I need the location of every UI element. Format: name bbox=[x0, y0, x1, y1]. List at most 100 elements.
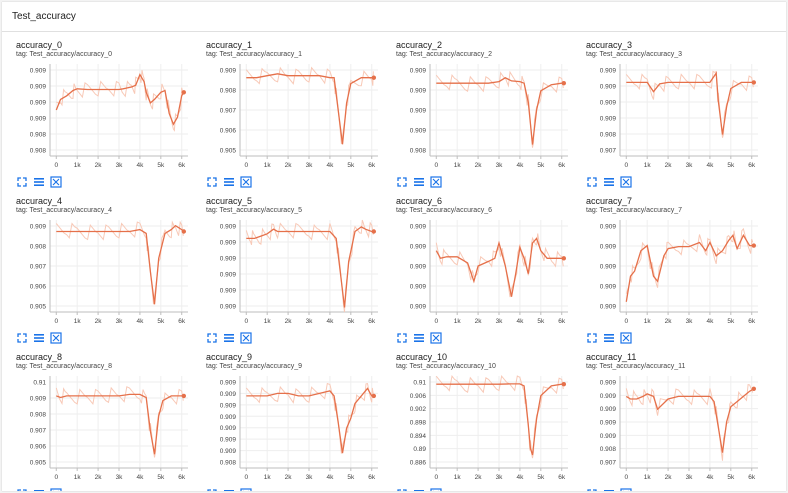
log-scale-icon[interactable] bbox=[33, 176, 45, 188]
chart-tag: tag: Test_accuracy/accuracy_3 bbox=[586, 51, 682, 58]
chart-plot[interactable]: 0.909 0.909 0.909 0.909 0.908 0.908 0 1k 2k 3k 4k 5… bbox=[16, 60, 196, 175]
y-tick-label: 0.909 bbox=[410, 304, 427, 311]
fit-domain-icon[interactable] bbox=[620, 176, 632, 188]
bar-glyph bbox=[34, 184, 44, 186]
chart-card-7: accuracy_7 tag: Test_accuracy/accuracy_7 0… bbox=[586, 196, 766, 356]
y-tick-label: 0.909 bbox=[600, 116, 617, 123]
section-header[interactable]: Test_accuracy bbox=[2, 2, 786, 32]
fullscreen-icon[interactable] bbox=[206, 176, 218, 188]
fit-domain-icon[interactable] bbox=[50, 332, 62, 344]
x-tick-label: 4k bbox=[516, 162, 524, 169]
log-scale-icon[interactable] bbox=[603, 176, 615, 188]
frame-glyph bbox=[50, 488, 62, 491]
fit-domain-icon[interactable] bbox=[50, 488, 62, 491]
x-tick-label: 6k bbox=[748, 474, 756, 481]
y-tick-label: 0.906 bbox=[410, 393, 427, 400]
fit-domain-icon[interactable] bbox=[240, 176, 252, 188]
y-tick-label: 0.908 bbox=[30, 244, 47, 251]
chart-plot[interactable]: 0.909 0.908 0.907 0.906 0.905 0 1k 2k 3k 4k 5k 6k bbox=[16, 216, 196, 331]
fit-domain-icon[interactable] bbox=[240, 488, 252, 491]
y-tick-label: 0.908 bbox=[410, 148, 427, 155]
fit-domain-icon[interactable] bbox=[620, 488, 632, 491]
chart-tag: tag: Test_accuracy/accuracy_11 bbox=[586, 363, 686, 370]
bar-glyph bbox=[414, 181, 424, 183]
log-scale-icon[interactable] bbox=[603, 332, 615, 344]
log-scale-icon[interactable] bbox=[223, 332, 235, 344]
y-tick-label: 0.908 bbox=[600, 132, 617, 139]
fit-domain-icon[interactable] bbox=[620, 332, 632, 344]
fullscreen-icon[interactable] bbox=[16, 332, 28, 344]
chart-plot[interactable]: 0.909 0.909 0.909 0.909 0.909 0.908 0.907 0 1k 2k… bbox=[586, 372, 766, 487]
x-tick-label: 6k bbox=[368, 474, 376, 481]
series-line bbox=[246, 226, 374, 308]
chart-plot[interactable]: 0.909 0.909 0.909 0.909 0.908 0 1k 2k 3k 4k 5k 6k bbox=[396, 60, 576, 175]
chart-plot[interactable]: 0.91 0.909 0.908 0.907 0.906 0.905 0 1k 2k 3k 4k 5k… bbox=[16, 372, 196, 487]
chart-title: accuracy_7 bbox=[586, 196, 633, 206]
fullscreen-icon[interactable] bbox=[396, 332, 408, 344]
x-tick-label: 4k bbox=[706, 318, 714, 325]
y-tick-label: 0.909 bbox=[220, 304, 237, 311]
x-tick-label: 5k bbox=[347, 162, 355, 169]
y-tick-label: 0.909 bbox=[410, 224, 427, 231]
log-scale-icon[interactable] bbox=[223, 176, 235, 188]
fullscreen-icon[interactable] bbox=[396, 488, 408, 491]
log-scale-icon[interactable] bbox=[223, 488, 235, 491]
bar-glyph bbox=[604, 334, 614, 336]
y-tick-label: 0.909 bbox=[600, 406, 617, 413]
x-tick-label: 5k bbox=[727, 318, 735, 325]
chart-card-9: accuracy_9 tag: Test_accuracy/accuracy_9 0… bbox=[206, 352, 386, 491]
y-tick-label: 0.909 bbox=[410, 284, 427, 291]
bar-glyph bbox=[414, 337, 424, 339]
x-tick-label: 4k bbox=[516, 318, 524, 325]
log-scale-icon[interactable] bbox=[413, 176, 425, 188]
y-tick-label: 0.909 bbox=[220, 414, 237, 421]
fit-domain-icon[interactable] bbox=[430, 488, 442, 491]
bar-glyph bbox=[414, 490, 424, 491]
fullscreen-icon[interactable] bbox=[16, 488, 28, 491]
x-tick-label: 0 bbox=[624, 162, 628, 169]
x-tick-label: 0 bbox=[54, 162, 58, 169]
fullscreen-icon[interactable] bbox=[16, 176, 28, 188]
chart-plot[interactable]: 0.909 0.909 0.909 0.909 0.908 0.907 0 1k 2k 3k 4k 5… bbox=[586, 60, 766, 175]
chart-plot[interactable]: 0.909 0.908 0.907 0.906 0.905 0 1k 2k 3k 4k 5k 6k bbox=[206, 60, 386, 175]
x-tick-label: 2k bbox=[475, 318, 483, 325]
chart-plot[interactable]: 0.91 0.906 0.902 0.898 0.894 0.89 0.886 0 1k 2k 3k… bbox=[396, 372, 576, 487]
chart-plot[interactable]: 0.909 0.909 0.909 0.909 0.909 0.909 0 1k 2k 3k 4k 5… bbox=[206, 216, 386, 331]
bar-glyph bbox=[224, 178, 234, 180]
fullscreen-icon[interactable] bbox=[586, 488, 598, 491]
fit-domain-icon[interactable] bbox=[430, 332, 442, 344]
log-scale-icon[interactable] bbox=[413, 332, 425, 344]
raw-series-line bbox=[56, 70, 184, 132]
y-tick-label: 0.909 bbox=[410, 264, 427, 271]
fit-domain-icon[interactable] bbox=[50, 176, 62, 188]
y-tick-label: 0.909 bbox=[410, 88, 427, 95]
y-tick-label: 0.909 bbox=[600, 393, 617, 400]
fullscreen-icon[interactable] bbox=[396, 176, 408, 188]
fullscreen-glyph bbox=[397, 177, 407, 187]
log-scale-icon[interactable] bbox=[413, 488, 425, 491]
chart-plot[interactable]: 0.909 0.909 0.909 0.909 0.909 0.909 0.909 0.908… bbox=[206, 372, 386, 487]
fullscreen-icon[interactable] bbox=[206, 488, 218, 491]
chart-title: accuracy_4 bbox=[16, 196, 63, 206]
y-tick-label: 0.909 bbox=[600, 244, 617, 251]
fullscreen-icon[interactable] bbox=[586, 176, 598, 188]
fullscreen-icon[interactable] bbox=[586, 332, 598, 344]
chart-toolbar bbox=[16, 488, 76, 491]
chart-toolbar bbox=[16, 332, 76, 344]
log-scale-icon[interactable] bbox=[33, 332, 45, 344]
log-scale-icon[interactable] bbox=[33, 488, 45, 491]
x-tick-label: 3k bbox=[686, 318, 694, 325]
x-tick-label: 4k bbox=[706, 474, 714, 481]
chart-plot[interactable]: 0.909 0.909 0.909 0.909 0.909 0 1k 2k 3k 4k 5k 6k bbox=[396, 216, 576, 331]
y-tick-label: 0.909 bbox=[600, 284, 617, 291]
cross-glyph bbox=[242, 178, 250, 186]
chart-plot[interactable]: 0.909 0.909 0.909 0.909 0.909 0 1k 2k 3k 4k 5k 6k bbox=[586, 216, 766, 331]
y-tick-label: 0.909 bbox=[30, 224, 47, 231]
chart-tag: tag: Test_accuracy/accuracy_1 bbox=[206, 51, 302, 58]
series-line bbox=[56, 224, 185, 305]
fit-domain-icon[interactable] bbox=[430, 176, 442, 188]
fullscreen-icon[interactable] bbox=[206, 332, 218, 344]
fit-domain-icon[interactable] bbox=[240, 332, 252, 344]
log-scale-icon[interactable] bbox=[603, 488, 615, 491]
last-point-marker bbox=[371, 229, 377, 234]
